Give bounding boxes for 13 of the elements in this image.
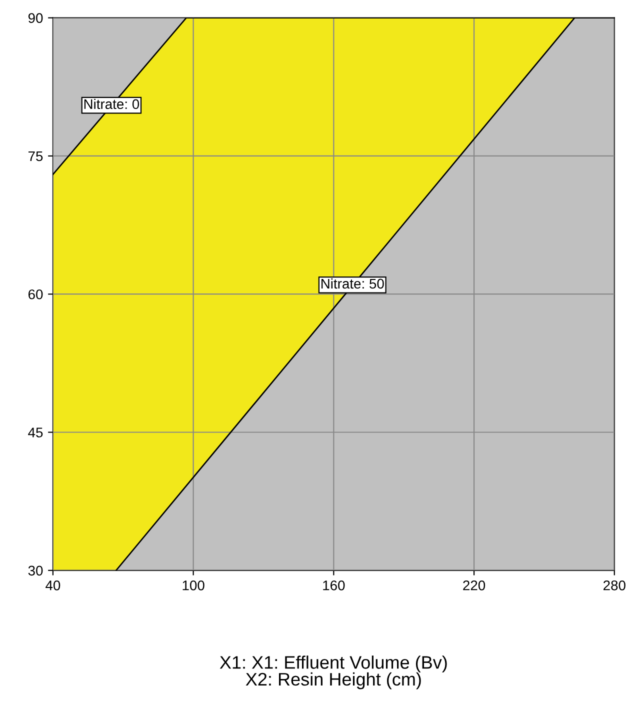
y-tick-label: 30 — [28, 566, 43, 576]
x-tick-label: 160 — [323, 580, 345, 590]
x-axis-title: X1: X1: Effluent Volume (Bv) X2: Resin Height (cm) — [220, 656, 447, 690]
annotation: Nitrate: 50 — [321, 278, 384, 289]
x-tick-label: 40 — [46, 580, 60, 590]
x-tick-label: 220 — [463, 580, 486, 590]
annotation: Nitrate: 0 — [84, 98, 140, 110]
y-tick-label: 45 — [28, 428, 43, 438]
x-tick-label: 100 — [182, 580, 204, 590]
y-tick-label: 90 — [28, 13, 43, 23]
y-tick-label: 60 — [28, 289, 43, 300]
y-tick-label: 75 — [28, 151, 43, 162]
x-tick-label: 280 — [604, 580, 626, 590]
